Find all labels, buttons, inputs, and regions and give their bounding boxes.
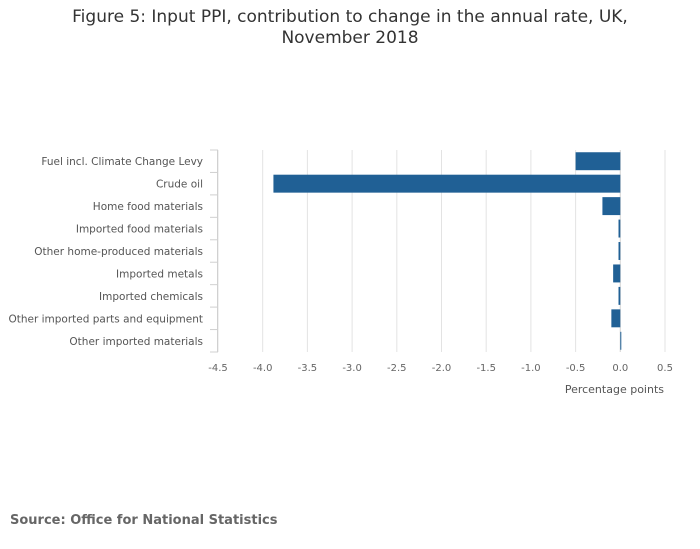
bar: [611, 309, 621, 328]
bar: [602, 197, 621, 216]
category-label: Fuel incl. Climate Change Levy: [41, 156, 203, 168]
category-labels: Fuel incl. Climate Change Levy Crude oil H…: [8, 156, 203, 348]
category-label: Other imported materials: [69, 336, 203, 348]
x-tick-labels: -4.5 -4.0 -3.5 -3.0 -2.5 -2.0 -1.5 -1.0 -0.5 0.0 0…: [208, 363, 673, 374]
category-label: Imported metals: [116, 268, 203, 280]
x-tick-label: -3.5: [298, 363, 318, 374]
x-tick-label: -4.5: [208, 363, 228, 374]
category-label: Crude oil: [156, 179, 203, 191]
x-tick-label: -2.0: [432, 363, 452, 374]
x-tick-label: -0.5: [566, 363, 586, 374]
bar: [273, 174, 621, 193]
x-tick-label: 0.0: [612, 363, 628, 374]
bar: [618, 219, 621, 238]
category-label: Other home-produced materials: [34, 246, 203, 258]
x-tick-label: -1.5: [476, 363, 496, 374]
category-label: Imported chemicals: [99, 291, 203, 303]
x-tick-label: -3.0: [342, 363, 362, 374]
bar: [613, 264, 621, 283]
bar: [620, 331, 622, 350]
bar: [575, 152, 621, 171]
category-label: Imported food materials: [76, 224, 203, 236]
x-tick-label: -4.0: [253, 363, 273, 374]
bars: [273, 152, 622, 350]
bar: [618, 286, 621, 305]
x-tick-label: 0.5: [657, 363, 673, 374]
bar: [618, 242, 621, 260]
x-tick-label: -2.5: [387, 363, 407, 374]
x-axis-title: Percentage points: [565, 383, 664, 396]
chart-title-line-1: Figure 5: Input PPI, contribution to cha…: [72, 7, 628, 27]
category-axis: [210, 149, 218, 353]
chart-title-line-2: November 2018: [281, 28, 419, 48]
category-label: Other imported parts and equipment: [8, 313, 203, 325]
category-label: Home food materials: [93, 201, 203, 213]
source-note: Source: Office for National Statistics: [10, 513, 278, 528]
chart-title: Figure 5: Input PPI, contribution to cha…: [0, 7, 700, 49]
x-tick-label: -1.0: [521, 363, 541, 374]
